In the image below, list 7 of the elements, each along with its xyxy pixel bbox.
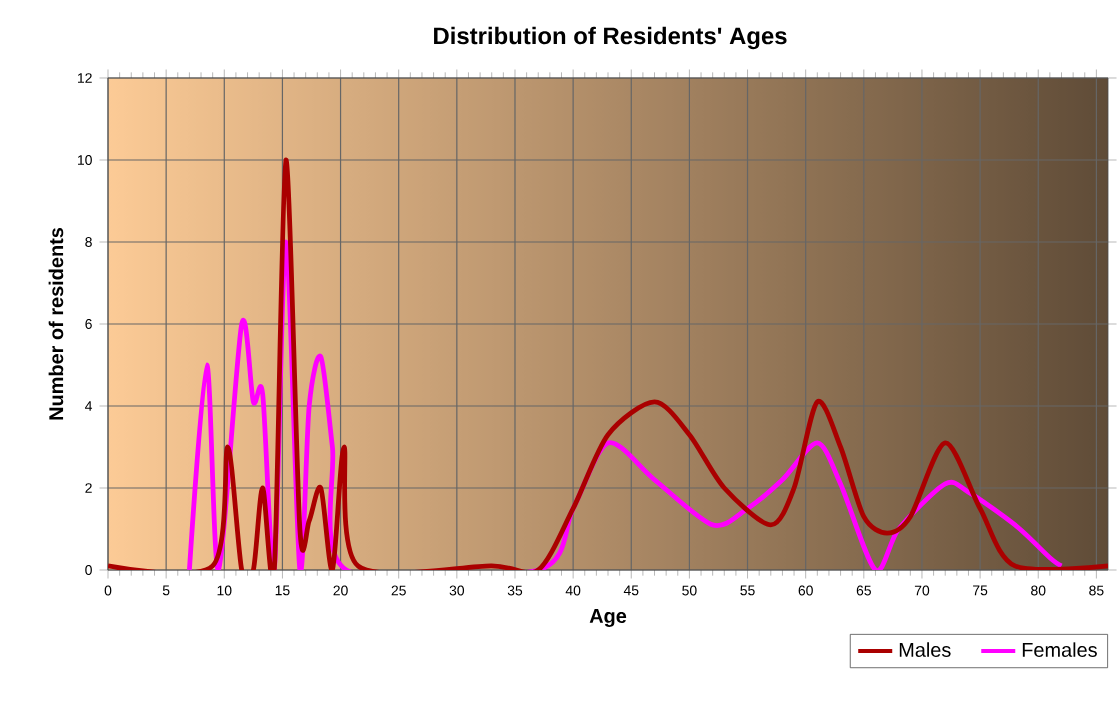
y-axis-title: Number of residents (48, 227, 64, 420)
x-axis-title: Age (589, 609, 627, 628)
line-series (108, 157, 1109, 570)
line-series (187, 239, 1064, 570)
chart-title: Distribution of Residents' Ages (434, 26, 787, 50)
legend-label: Males (899, 642, 951, 657)
legend-label: Females (1022, 642, 1097, 657)
